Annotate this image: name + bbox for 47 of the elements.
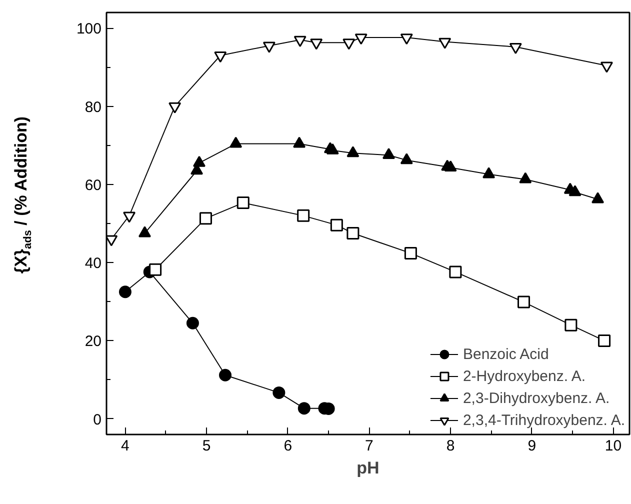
point xyxy=(168,102,182,114)
point xyxy=(600,62,613,73)
point xyxy=(509,42,522,54)
y-tick-label: 20 xyxy=(84,333,102,350)
x-tick-label: 5 xyxy=(202,438,211,454)
point xyxy=(598,334,611,347)
point xyxy=(330,218,343,232)
point xyxy=(400,34,413,45)
point xyxy=(298,402,310,415)
y-tick-label: 40 xyxy=(84,255,102,272)
point xyxy=(149,263,162,276)
point xyxy=(297,209,310,222)
legend-label: 2-Hydroxybenz. A. xyxy=(462,368,586,384)
point xyxy=(438,38,452,49)
point xyxy=(106,235,118,246)
point xyxy=(342,38,356,50)
point xyxy=(294,36,306,47)
point xyxy=(236,196,250,210)
x-tick-label: 9 xyxy=(528,438,536,454)
point xyxy=(272,386,286,399)
legend-label: Benzoic Acid xyxy=(462,346,549,362)
legend-label: 2,3-Dihydroxybenz. A. xyxy=(462,390,610,406)
y-tick-label: 80 xyxy=(84,98,102,116)
point xyxy=(354,34,368,45)
x-tick-label: 7 xyxy=(365,438,374,454)
x-tick-label: 4 xyxy=(121,438,130,454)
legend-label: 2,3,4-Trihydroxybenz. A. xyxy=(462,412,625,428)
y-tick-label: 100 xyxy=(76,20,102,38)
point xyxy=(310,38,323,50)
y-tick-label: 60 xyxy=(84,176,102,194)
point xyxy=(186,316,199,330)
point xyxy=(449,266,462,278)
point xyxy=(123,212,136,223)
point xyxy=(404,246,417,260)
point xyxy=(564,318,578,332)
x-tick-label: 10 xyxy=(604,438,622,454)
point xyxy=(118,286,132,298)
point xyxy=(346,227,360,240)
y-tick-label: 0 xyxy=(93,411,102,428)
x-axis-title: pH xyxy=(356,458,380,478)
point xyxy=(199,212,212,225)
point xyxy=(262,42,276,53)
x-tick-label: 6 xyxy=(284,438,292,454)
x-tick-label: 8 xyxy=(446,438,455,454)
point xyxy=(518,296,530,308)
point xyxy=(214,52,227,63)
point xyxy=(219,368,232,382)
